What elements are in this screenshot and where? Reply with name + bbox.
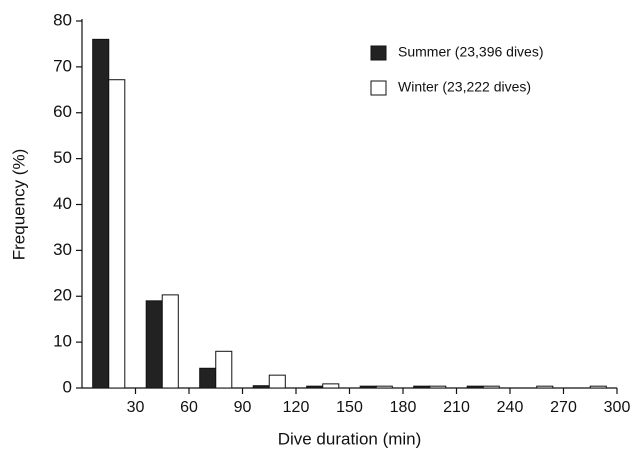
x-tick-label: 60 bbox=[180, 399, 198, 416]
y-tick-label: 10 bbox=[53, 332, 72, 351]
y-axis-label: Frequency (%) bbox=[9, 149, 28, 260]
bar bbox=[536, 385, 554, 389]
bar bbox=[145, 300, 163, 389]
y-tick-label: 50 bbox=[53, 148, 72, 167]
legend-swatch bbox=[370, 45, 387, 61]
legend-label: Summer (23,396 dives) bbox=[398, 44, 544, 60]
x-tick-label: 210 bbox=[443, 399, 470, 416]
y-tick-label: 20 bbox=[53, 286, 72, 305]
bar bbox=[375, 385, 393, 389]
x-tick-label: 150 bbox=[336, 399, 363, 416]
bar bbox=[589, 385, 607, 389]
bar bbox=[108, 79, 126, 389]
bar bbox=[482, 385, 500, 389]
x-tick-label: 90 bbox=[234, 399, 252, 416]
y-tick-label: 80 bbox=[53, 10, 72, 29]
x-tick-label: 300 bbox=[604, 399, 631, 416]
bar bbox=[215, 350, 233, 389]
x-tick-label: 270 bbox=[550, 399, 577, 416]
x-tick-label: 180 bbox=[390, 399, 417, 416]
x-axis-label: Dive duration (min) bbox=[278, 429, 422, 448]
bar bbox=[268, 374, 286, 389]
y-tick-label: 40 bbox=[53, 194, 72, 213]
bar bbox=[199, 367, 217, 389]
x-tick-label: 240 bbox=[497, 399, 524, 416]
bar bbox=[413, 385, 431, 389]
x-tick-label: 30 bbox=[127, 399, 145, 416]
x-tick-label: 120 bbox=[283, 399, 310, 416]
y-tick-label: 70 bbox=[53, 56, 72, 75]
bar bbox=[359, 385, 377, 389]
bar bbox=[322, 383, 340, 389]
legend-swatch bbox=[370, 80, 387, 96]
bar bbox=[306, 385, 324, 389]
bar bbox=[429, 385, 447, 389]
legend-label: Winter (23,222 dives) bbox=[398, 79, 531, 95]
y-tick-label: 30 bbox=[53, 240, 72, 259]
bar bbox=[161, 294, 179, 389]
bar bbox=[466, 385, 484, 389]
bar bbox=[252, 385, 270, 389]
y-tick-label: 0 bbox=[63, 377, 72, 396]
bar bbox=[92, 38, 110, 389]
y-tick-label: 60 bbox=[53, 102, 72, 121]
